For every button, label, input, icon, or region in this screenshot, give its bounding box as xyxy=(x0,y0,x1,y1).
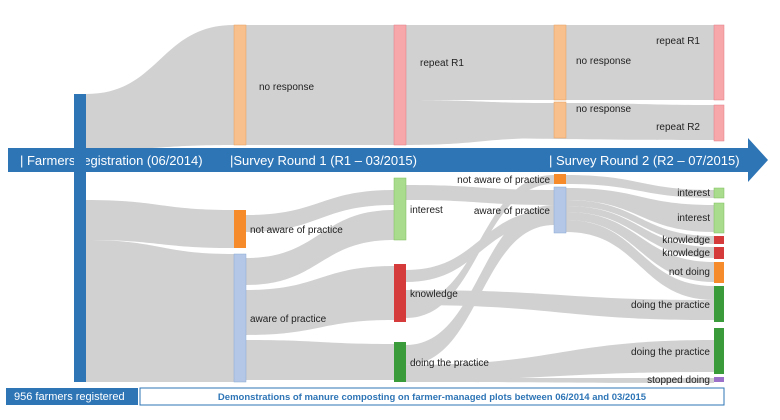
label-r2-not-aware: not aware of practice xyxy=(457,175,550,186)
node-r2-aware xyxy=(553,186,567,234)
label-r2-no-response-a: no response xyxy=(576,56,631,67)
node-c5-interest-b xyxy=(713,202,725,234)
node-r2-no-response-b xyxy=(553,101,567,139)
label-c5-knowledge-b: knowledge xyxy=(662,248,710,259)
node-c5-stopped xyxy=(714,377,724,382)
label-c5-knowledge-a: knowledge xyxy=(662,235,710,246)
timeline-arrow-shape xyxy=(8,138,768,182)
node-c3-interest xyxy=(393,177,407,241)
footer-left-text: 956 farmers registered xyxy=(14,391,125,403)
node-r2-not-aware xyxy=(554,174,566,184)
flow-aware-doing xyxy=(246,340,394,380)
label-c3-knowledge: knowledge xyxy=(410,289,458,300)
flow-doing-aware xyxy=(406,205,554,365)
footer-left-box xyxy=(6,388,138,405)
label-r1-no-response: no response xyxy=(259,82,314,93)
flow-reg-no-response xyxy=(86,25,234,150)
node-labels: no response not aware of practice aware … xyxy=(250,36,710,386)
label-c3-interest: interest xyxy=(410,205,443,216)
label-c5-doing-b: doing the practice xyxy=(631,347,710,358)
flows xyxy=(86,25,714,383)
node-c3-repeat xyxy=(393,24,407,146)
flow-notaware-interest xyxy=(246,190,394,232)
flow-reg-not-aware xyxy=(86,200,234,248)
node-c3-doing xyxy=(394,342,406,382)
node-r1-no-response xyxy=(233,24,247,146)
footer-right-text: Demonstrations of manure composting on f… xyxy=(218,392,647,403)
flow-doing-stopped xyxy=(406,378,714,383)
label-c3-doing: doing the practice xyxy=(410,358,489,369)
flow-noresp-repeat xyxy=(246,25,394,145)
footer: 956 farmers registered Demonstrations of… xyxy=(6,387,725,406)
footer-right-box xyxy=(139,387,725,406)
label-c5-interest-b: interest xyxy=(677,213,710,224)
stage-round1: |Survey Round 1 (R1 – 03/2015) xyxy=(230,153,417,168)
node-c5-interest-a xyxy=(713,187,725,199)
nodes xyxy=(74,24,725,383)
label-r1-aware: aware of practice xyxy=(250,314,327,325)
flow-knowledge-doing xyxy=(406,290,714,320)
node-c5-knowledge-b xyxy=(714,247,724,259)
flow-aware-knowledge-b xyxy=(566,206,714,258)
label-c5-stopped: stopped doing xyxy=(647,375,710,386)
node-registration xyxy=(74,94,86,382)
flow-aware-doing-a xyxy=(566,220,714,300)
flow-aware-interest xyxy=(246,210,394,285)
node-c5-doing-b xyxy=(714,328,724,374)
node-c5-doing-a xyxy=(714,286,724,322)
flow-aware-knowledge-a xyxy=(566,200,714,244)
flow-noresp-repeatr1 xyxy=(566,25,714,100)
stage-round2: | Survey Round 2 (R2 – 07/2015) xyxy=(549,153,740,168)
flow-repeat-noresp-a xyxy=(406,25,554,100)
flow-doing-doing xyxy=(406,340,714,380)
node-c5-knowledge-a xyxy=(714,236,724,244)
flow-aware-knowledge xyxy=(246,266,394,335)
label-c5-interest-a: interest xyxy=(677,188,710,199)
label-c5-not-doing: not doing xyxy=(669,267,710,278)
label-r1-not-aware: not aware of practice xyxy=(250,225,343,236)
node-r1-aware xyxy=(233,253,247,383)
node-r2-no-response-a xyxy=(553,24,567,101)
label-c5-repeat-r1: repeat R1 xyxy=(656,36,700,47)
stage-registration: | Farmers registration (06/2014) xyxy=(20,153,203,168)
label-r2-no-response-b: no response xyxy=(576,104,631,115)
flow-notaware-interest-a xyxy=(566,175,714,198)
flow-reg-aware xyxy=(86,240,234,382)
label-c5-repeat-r2: repeat R2 xyxy=(656,122,700,133)
flow-noresp-repeatr2 xyxy=(566,103,714,112)
node-c5-repeat-r2 xyxy=(713,104,725,142)
node-c3-knowledge xyxy=(394,264,406,322)
label-c5-doing-a: doing the practice xyxy=(631,300,710,311)
label-r2-aware: aware of practice xyxy=(474,206,551,217)
label-c3-repeat: repeat R1 xyxy=(420,58,464,69)
flow-aware-notdoing xyxy=(566,212,714,282)
flow-aware-interest-b xyxy=(566,188,714,232)
node-c5-repeat-r1 xyxy=(713,24,725,101)
node-c5-not-doing xyxy=(714,262,724,283)
timeline-arrow: | Farmers registration (06/2014) |Survey… xyxy=(8,138,768,182)
flow-knowledge-aware xyxy=(406,210,554,282)
node-r1-not-aware xyxy=(234,210,246,248)
